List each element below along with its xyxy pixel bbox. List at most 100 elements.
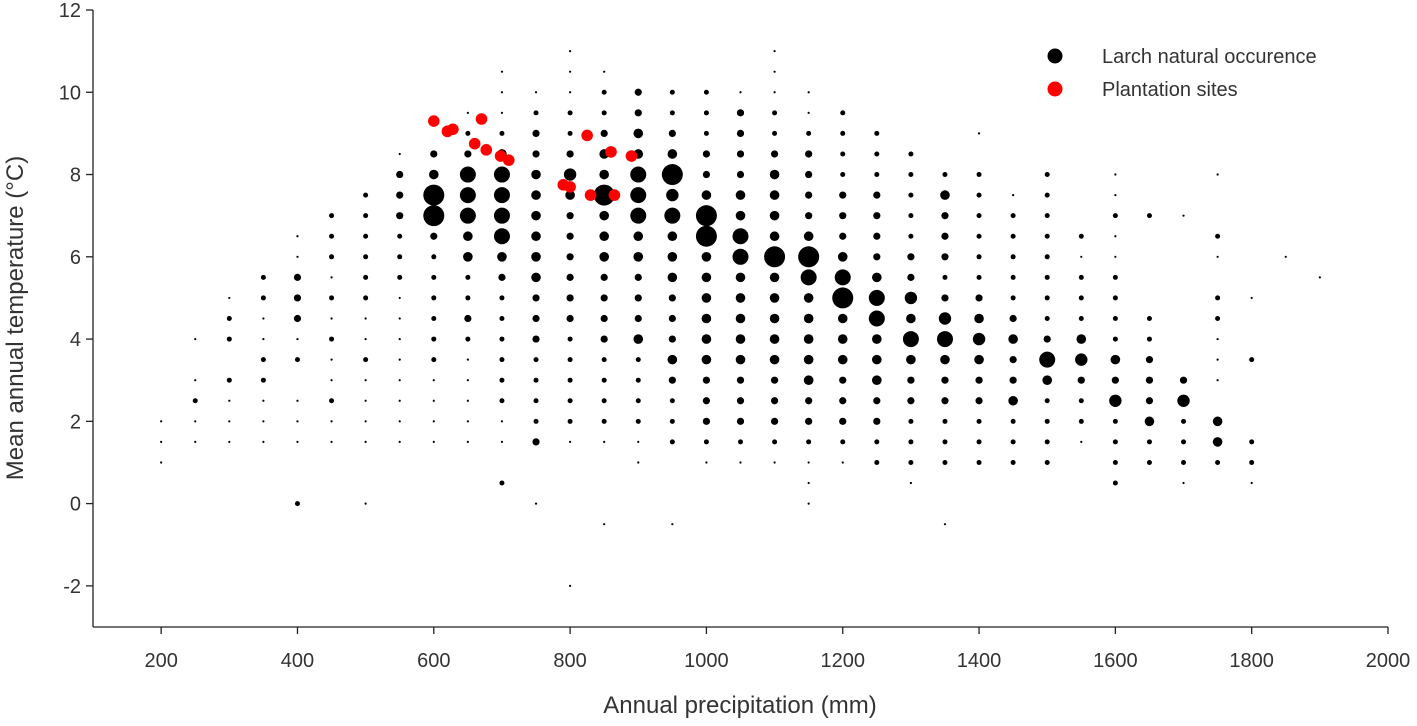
larch-point: [803, 231, 814, 242]
larch-point: [398, 337, 401, 341]
larch-point: [873, 397, 881, 405]
larch-point: [1044, 213, 1050, 219]
larch-point: [972, 332, 986, 346]
larch-point: [806, 130, 812, 136]
larch-point: [668, 376, 676, 384]
larch-point: [839, 417, 847, 425]
larch-point: [769, 313, 780, 324]
larch-point: [1078, 418, 1084, 424]
larch-point: [1112, 213, 1118, 219]
larch-point: [296, 440, 299, 443]
larch-point: [635, 418, 641, 424]
larch-point: [943, 523, 947, 526]
larch-point: [1182, 481, 1185, 485]
larch-point: [1044, 418, 1050, 424]
larch-point: [1145, 356, 1154, 364]
larch-point: [664, 207, 681, 224]
larch-point: [1112, 439, 1118, 445]
larch-point: [432, 440, 435, 443]
larch-point: [1010, 295, 1016, 301]
larch-point: [330, 317, 333, 320]
larch-point: [1076, 334, 1087, 344]
larch-point: [633, 128, 644, 139]
larch-point: [732, 248, 749, 265]
larch-point: [1010, 233, 1016, 239]
larch-point: [1250, 481, 1253, 485]
larch-point: [260, 377, 266, 383]
larch-point: [840, 439, 846, 445]
larch-point: [499, 316, 505, 321]
larch-point: [1112, 316, 1118, 321]
plantation-point: [608, 189, 621, 201]
larch-point: [941, 376, 949, 384]
larch-point: [600, 273, 608, 281]
larch-point: [807, 91, 810, 94]
larch-point: [497, 251, 507, 262]
larch-point: [226, 336, 232, 342]
larch-point: [769, 169, 780, 180]
larch-point: [493, 228, 510, 245]
larch-point: [459, 166, 476, 183]
larch-point: [1110, 354, 1121, 365]
larch-point: [1044, 274, 1050, 280]
larch-point: [769, 210, 780, 221]
larch-point: [600, 335, 608, 343]
larch-point: [669, 110, 675, 116]
larch-point: [868, 289, 885, 306]
larch-point: [1112, 336, 1118, 342]
larch-point: [736, 150, 745, 158]
larch-point: [701, 354, 712, 365]
larch-point: [603, 523, 606, 526]
larch-point: [976, 254, 982, 260]
larch-point: [840, 110, 846, 116]
larch-point: [840, 151, 846, 157]
larch-point: [262, 399, 265, 402]
plantation-point: [480, 144, 493, 156]
larch-point: [262, 440, 265, 443]
larch-point: [630, 207, 647, 224]
y-tick-label: 8: [70, 165, 81, 187]
larch-point: [533, 377, 539, 383]
larch-point: [531, 210, 541, 221]
larch-point: [907, 397, 915, 405]
larch-point: [1080, 440, 1083, 443]
larch-point: [1044, 439, 1050, 445]
larch-point: [534, 502, 538, 505]
larch-point: [493, 166, 510, 183]
larch-point: [807, 461, 810, 464]
larch-point: [364, 440, 367, 443]
larch-point: [770, 417, 779, 425]
larch-point: [839, 376, 847, 384]
larch-point: [805, 150, 813, 158]
larch-point: [1145, 376, 1154, 384]
larch-point: [1078, 274, 1084, 280]
larch-point: [600, 314, 608, 323]
legend-marker-plantation: [1047, 81, 1063, 97]
larch-point: [566, 314, 574, 323]
larch-point: [736, 376, 745, 384]
larch-point: [634, 88, 642, 96]
larch-point: [532, 294, 540, 302]
larch-point: [194, 440, 197, 443]
larch-point: [773, 50, 776, 53]
legend-label-larch: Larch natural occurence: [1102, 46, 1317, 68]
larch-point: [262, 420, 265, 423]
larch-point: [364, 379, 367, 382]
larch-point: [841, 461, 844, 464]
larch-point: [773, 461, 776, 464]
larch-point: [499, 130, 505, 136]
larch-point: [1042, 375, 1053, 386]
larch-point: [805, 212, 813, 220]
larch-point: [600, 294, 608, 302]
larch-point: [1114, 255, 1117, 258]
larch-point: [736, 170, 745, 179]
larch-point: [770, 150, 779, 158]
larch-point: [1212, 437, 1223, 447]
larch-point: [769, 354, 780, 365]
larch-point: [431, 316, 437, 321]
plantation-point: [625, 150, 638, 162]
larch-point: [363, 254, 369, 260]
larch-point: [463, 251, 473, 262]
larch-point: [363, 213, 369, 219]
larch-point: [329, 254, 335, 260]
